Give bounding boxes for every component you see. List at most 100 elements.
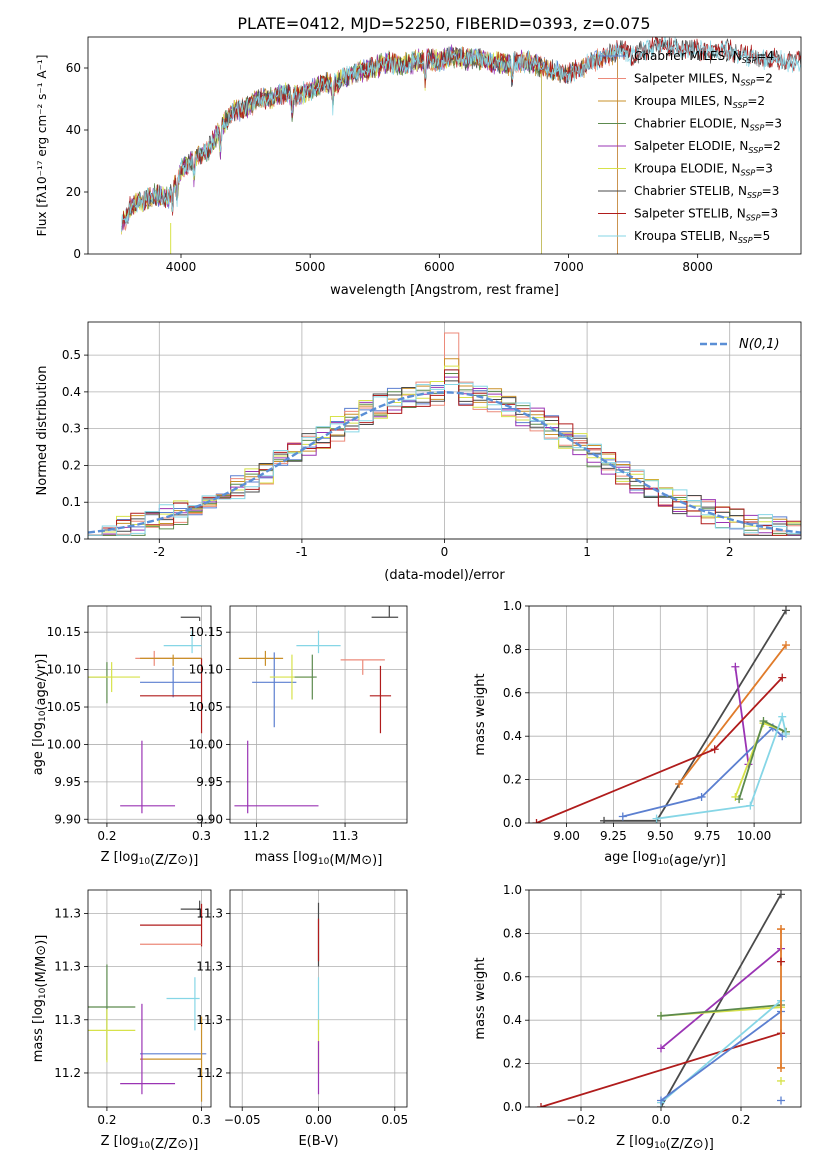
weight-marker bbox=[781, 606, 790, 615]
x-tick-label: 11.3 bbox=[332, 829, 359, 843]
legend-label: Kroupa MILES, NSSP=2 bbox=[634, 94, 765, 110]
legend-label: Salpeter STELIB, NSSP=3 bbox=[634, 207, 778, 223]
errorbars bbox=[88, 900, 207, 1102]
weight-series-line bbox=[656, 713, 787, 820]
y-tick-label: 10.10 bbox=[189, 663, 223, 677]
x-tick-label: 0.05 bbox=[381, 1113, 408, 1127]
weight-marker bbox=[777, 1076, 785, 1085]
y-tick-label: 11.2 bbox=[196, 1066, 223, 1080]
y-tick-label: 0.8 bbox=[503, 926, 522, 940]
y-tick-label: 11.2 bbox=[54, 1066, 81, 1080]
x-tick-label: 11.2 bbox=[243, 829, 270, 843]
weight-marker bbox=[777, 925, 785, 934]
legend-label: Salpeter ELODIE, NSSP=2 bbox=[634, 139, 781, 155]
x-tick-label: -1 bbox=[296, 545, 308, 559]
y-tick-label: 9.90 bbox=[196, 812, 223, 826]
y-axis-label: mass weight bbox=[473, 957, 488, 1039]
mass-vs-Z-axes: 0.2 0.3 11.2 11.3 11.3 11.3 Z [log10(Z/Z⊙)] mas… bbox=[31, 889, 212, 1152]
y-axis-label: Flux [fλ10⁻¹⁷ erg cm⁻² s⁻¹ A⁻¹] bbox=[35, 55, 49, 237]
weight-series-line bbox=[604, 609, 787, 822]
x-tick-label: 0.2 bbox=[97, 829, 116, 843]
weight-marker bbox=[731, 662, 740, 671]
spectrum-series-line bbox=[121, 44, 542, 254]
histogram-steps bbox=[88, 332, 801, 539]
y-tick-label: 20 bbox=[66, 185, 81, 199]
y-tick-label: 0.2 bbox=[62, 458, 81, 472]
y-tick-label: 11.3 bbox=[196, 906, 223, 920]
figure-title: PLATE=0412, MJD=52250, FIBERID=0393, z=0… bbox=[237, 14, 650, 33]
axes-frame bbox=[528, 605, 802, 824]
x-tick-label: 0.0 bbox=[651, 1113, 670, 1127]
y-tick-label: 0 bbox=[73, 247, 81, 261]
weight-marker bbox=[735, 795, 744, 804]
axes-frame bbox=[528, 889, 802, 1108]
y-tick-label: 10.00 bbox=[47, 737, 81, 751]
y-axis-label: mass [log10(M/M⊙)] bbox=[31, 935, 49, 1063]
y-tick-label: 9.95 bbox=[54, 775, 81, 789]
weight-marker bbox=[777, 890, 785, 899]
weight-marker bbox=[781, 730, 790, 739]
y-tick-label: 10.15 bbox=[189, 625, 223, 639]
mass-vs-EBV-axes: −0.05 0.00 0.05 11.2 11.3 11.3 11.3 E(B-V) bbox=[196, 889, 408, 1149]
x-tick-label: −0.2 bbox=[566, 1113, 595, 1127]
axes-frame bbox=[229, 605, 408, 824]
histogram-series bbox=[88, 382, 801, 539]
axes-frame bbox=[229, 889, 408, 1108]
weight-marker bbox=[759, 717, 768, 726]
x-tick-label: 8000 bbox=[682, 260, 713, 274]
x-tick-label: 2 bbox=[726, 545, 734, 559]
spectrum-lines bbox=[121, 37, 801, 254]
x-tick-label: 4000 bbox=[166, 260, 197, 274]
y-tick-label: 11.3 bbox=[196, 1013, 223, 1027]
errorbars bbox=[88, 616, 203, 814]
weight-series-line bbox=[660, 893, 782, 1107]
axes-frame bbox=[87, 605, 212, 824]
weight-marker bbox=[777, 1096, 785, 1105]
legend: Chabrier MILES, NSSP=4 Salpeter MILES, NS… bbox=[598, 49, 782, 245]
weight-series-line bbox=[660, 1004, 782, 1017]
x-tick-label: 9.75 bbox=[694, 829, 721, 843]
axes-frame bbox=[87, 36, 802, 255]
legend-label: Chabrier ELODIE, NSSP=3 bbox=[634, 117, 782, 133]
errorbars bbox=[234, 606, 399, 814]
y-tick-label: 1.0 bbox=[503, 883, 522, 897]
x-axis-label: (data-model)/error bbox=[384, 568, 505, 583]
x-tick-label: 0.2 bbox=[97, 1113, 116, 1127]
weight-series-line bbox=[734, 666, 750, 765]
x-tick-label: 0.3 bbox=[192, 1113, 211, 1127]
y-tick-label: 0.0 bbox=[503, 816, 522, 830]
axes-frame bbox=[87, 889, 212, 1108]
weight-marker bbox=[778, 712, 787, 721]
weight-marker bbox=[777, 957, 785, 966]
x-tick-label: 0.00 bbox=[305, 1113, 332, 1127]
y-axis-label: age [log10(age/yr)] bbox=[31, 654, 49, 776]
weight-series-line bbox=[660, 1010, 782, 1102]
y-tick-label: 1.0 bbox=[503, 599, 522, 613]
age-vs-mass-axes: 11.2 11.3 9.90 9.95 10.00 10.05 10.10 10.15 mass… bbox=[189, 605, 408, 868]
x-tick-label: 9.50 bbox=[647, 829, 674, 843]
weight-series-line bbox=[660, 947, 782, 1050]
legend-label: Salpeter MILES, NSSP=2 bbox=[634, 72, 773, 88]
x-tick-label: 9.25 bbox=[600, 829, 627, 843]
y-tick-label: 0.6 bbox=[503, 686, 522, 700]
y-tick-label: 60 bbox=[66, 61, 81, 75]
y-tick-label: 9.95 bbox=[196, 775, 223, 789]
weight-series-line bbox=[622, 726, 783, 818]
age-vs-Z-axes: 0.2 0.3 9.90 9.95 10.00 10.05 10.10 10.15 Z [log… bbox=[31, 605, 212, 868]
y-tick-label: 0.6 bbox=[503, 970, 522, 984]
weight-series-line bbox=[540, 1032, 782, 1107]
y-tick-label: 0.8 bbox=[503, 642, 522, 656]
x-tick-label: −0.05 bbox=[224, 1113, 261, 1127]
x-tick-label: 0 bbox=[441, 545, 449, 559]
y-tick-label: 0.1 bbox=[62, 495, 81, 509]
x-tick-label: -2 bbox=[153, 545, 165, 559]
x-tick-label: 9.00 bbox=[553, 829, 580, 843]
legend-label: N(0,1) bbox=[739, 337, 780, 352]
x-tick-label: 0.3 bbox=[192, 829, 211, 843]
y-tick-label: 0.3 bbox=[62, 422, 81, 436]
x-axis-label: mass [log10(M/M⊙)] bbox=[255, 850, 383, 868]
y-tick-label: 0.5 bbox=[62, 348, 81, 362]
weight-series-line bbox=[678, 644, 787, 785]
y-axis-label: Normed distribution bbox=[35, 366, 50, 496]
y-tick-label: 0.0 bbox=[62, 532, 81, 546]
